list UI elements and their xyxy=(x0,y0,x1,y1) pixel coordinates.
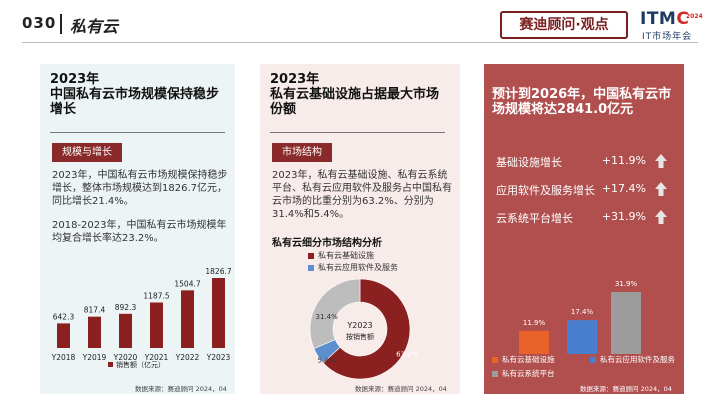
scale-growth-tag: 规模与增长 xyxy=(52,143,122,162)
x-tick-label: Y2019 xyxy=(82,353,107,362)
page-number: 030 xyxy=(22,14,57,32)
growth-label-infrastructure: 基础设施增长 xyxy=(496,156,562,169)
title-divider xyxy=(60,14,62,34)
left-paragraph-1: 2023年，中国私有云市场规模保持稳步增长，整体市场规模达到1826.7亿元，同… xyxy=(52,170,228,207)
market-structure-panel: 2023年 私有云基础设施占据最大市场份额 市场结构 2023年，私有云基础设施… xyxy=(260,64,460,394)
growth-row-app-software: 应用软件及服务增长 +17.4% xyxy=(496,180,676,198)
x-tick-label: Y2023 xyxy=(206,353,231,362)
growth-bar-value-label: 17.4% xyxy=(571,308,594,316)
growth-label-app-software: 应用软件及服务增长 xyxy=(496,184,595,197)
up-arrow-icon xyxy=(655,210,667,224)
growth-label-platform: 云系统平台增长 xyxy=(496,212,573,225)
bar-value-label: 817.4 xyxy=(84,306,106,315)
itmc-logo: ITMC xyxy=(640,9,689,29)
bar-value-label: 1187.5 xyxy=(143,291,169,300)
mid-source: 数据来源：赛迪顾问 2024，04 xyxy=(355,385,447,393)
bar-y2019 xyxy=(88,316,101,348)
bar-value-label: 1826.7 xyxy=(205,267,231,276)
growth-bar-0 xyxy=(519,330,549,354)
bar-y2023 xyxy=(212,278,225,348)
bar-value-label: 892.3 xyxy=(115,303,137,312)
donut-slice-2 xyxy=(309,278,361,349)
mid-panel-rule xyxy=(270,132,445,133)
x-tick-label: Y2020 xyxy=(113,353,138,362)
bar-y2018 xyxy=(57,323,70,348)
market-structure-tag: 市场结构 xyxy=(272,143,332,162)
logo-year: 2024 xyxy=(686,13,703,20)
right-legend-swatch-platform xyxy=(492,370,498,377)
growth-value-app-software: +17.4% xyxy=(601,182,646,195)
legend-swatch-infrastructure xyxy=(308,252,314,259)
growth-bar-value-label: 11.9% xyxy=(523,319,546,327)
forecast-panel: 预计到2026年，中国私有云市场规模将达2841.0亿元 基础设施增长 +11.… xyxy=(484,64,684,394)
mid-paragraph: 2023年，私有云基础设施、私有云系统平台、私有云应用软件及服务占中国私有云市场… xyxy=(272,170,452,220)
growth-value-platform: +31.9% xyxy=(601,210,646,223)
donut-slice-0 xyxy=(322,278,411,380)
logo-c: C xyxy=(676,9,690,29)
growth-bar-value-label: 31.9% xyxy=(615,280,638,288)
legend-label-app-software: 私有云应用软件及服务 xyxy=(318,263,398,272)
left-panel-heading: 2023年 中国私有云市场规模保持稳步增长 xyxy=(50,72,220,117)
growth-rate-bar-chart: 11.9% 17.4% 31.9% xyxy=(519,280,641,354)
right-legend-label-app-software: 私有云应用软件及服务 xyxy=(600,355,675,364)
x-tick-label: Y2021 xyxy=(144,353,169,362)
donut-value-label: 63.2% xyxy=(396,351,419,359)
brand-stamp: 赛迪顾问·观点 xyxy=(500,11,628,39)
right-legend-swatch-infrastructure xyxy=(492,356,498,363)
legend-swatch-app-software xyxy=(308,264,314,271)
donut-center-year: Y2023 xyxy=(346,321,372,330)
donut-center-label: 按销售额 xyxy=(346,332,374,341)
market-size-bar-chart: 642.3 Y2018 817.4 Y2019 892.3 Y2020 1187.5 Y202… xyxy=(51,267,232,369)
legend-infrastructure: 私有云基础设施 xyxy=(308,250,374,261)
donut-value-label: 31.4% xyxy=(316,313,339,321)
up-arrow-icon xyxy=(655,154,667,168)
bar-y2021 xyxy=(150,302,163,348)
donut-value-label: 5.4% xyxy=(317,357,335,365)
forecast-heading: 预计到2026年，中国私有云市场规模将达2841.0亿元 xyxy=(492,87,672,117)
growth-value-infrastructure: +11.9% xyxy=(601,154,646,167)
donut-chart-title: 私有云细分市场结构分析 xyxy=(272,238,382,249)
market-size-panel: 2023年 中国私有云市场规模保持稳步增长 规模与增长 2023年，中国私有云市… xyxy=(40,64,235,394)
bar-y2020 xyxy=(119,313,132,348)
bar-value-label: 1504.7 xyxy=(174,279,200,288)
right-source: 数据来源：赛迪顾问 2024，04 xyxy=(580,385,672,393)
legend-app-software: 私有云应用软件及服务 xyxy=(308,262,398,273)
right-legend-platform: 私有云系统平台 xyxy=(492,368,555,379)
market-structure-donut-chart: 63.2% 5.4% 31.4% Y2023 按销售额 xyxy=(309,278,419,380)
growth-row-infrastructure: 基础设施增长 +11.9% xyxy=(496,152,676,170)
left-source: 数据来源：赛迪顾问 2024，04 xyxy=(135,385,227,393)
logo-letters: ITM xyxy=(640,9,677,29)
growth-bar-2 xyxy=(611,292,641,354)
header-rule xyxy=(22,42,698,43)
x-tick-label: Y2018 xyxy=(51,353,76,362)
right-legend-label-platform: 私有云系统平台 xyxy=(502,369,555,378)
legend-label-infrastructure: 私有云基础设施 xyxy=(318,251,374,260)
legend-label-sales: 销售额（亿元） xyxy=(116,360,165,369)
mid-panel-heading: 2023年 私有云基础设施占据最大市场份额 xyxy=(270,72,440,117)
logo-subtitle: IT市场年会 xyxy=(642,32,693,42)
bar-y2022 xyxy=(181,290,194,348)
right-legend-infrastructure: 私有云基础设施 xyxy=(492,354,555,365)
left-panel-rule xyxy=(50,132,225,133)
x-tick-label: Y2022 xyxy=(175,353,200,362)
bar-value-label: 642.3 xyxy=(53,312,75,321)
page-title: 私有云 xyxy=(70,17,119,36)
left-paragraph-2: 2018-2023年，中国私有云市场规模年均复合增长率达23.2%。 xyxy=(52,220,227,244)
right-legend-label-infrastructure: 私有云基础设施 xyxy=(502,355,555,364)
right-legend-app-software: 私有云应用软件及服务 xyxy=(590,354,675,365)
growth-row-platform: 云系统平台增长 +31.9% xyxy=(496,208,676,226)
right-legend-swatch-app-software xyxy=(590,356,596,363)
up-arrow-icon xyxy=(655,182,667,196)
growth-bar-1 xyxy=(567,320,597,354)
legend-swatch-sales xyxy=(108,362,113,367)
